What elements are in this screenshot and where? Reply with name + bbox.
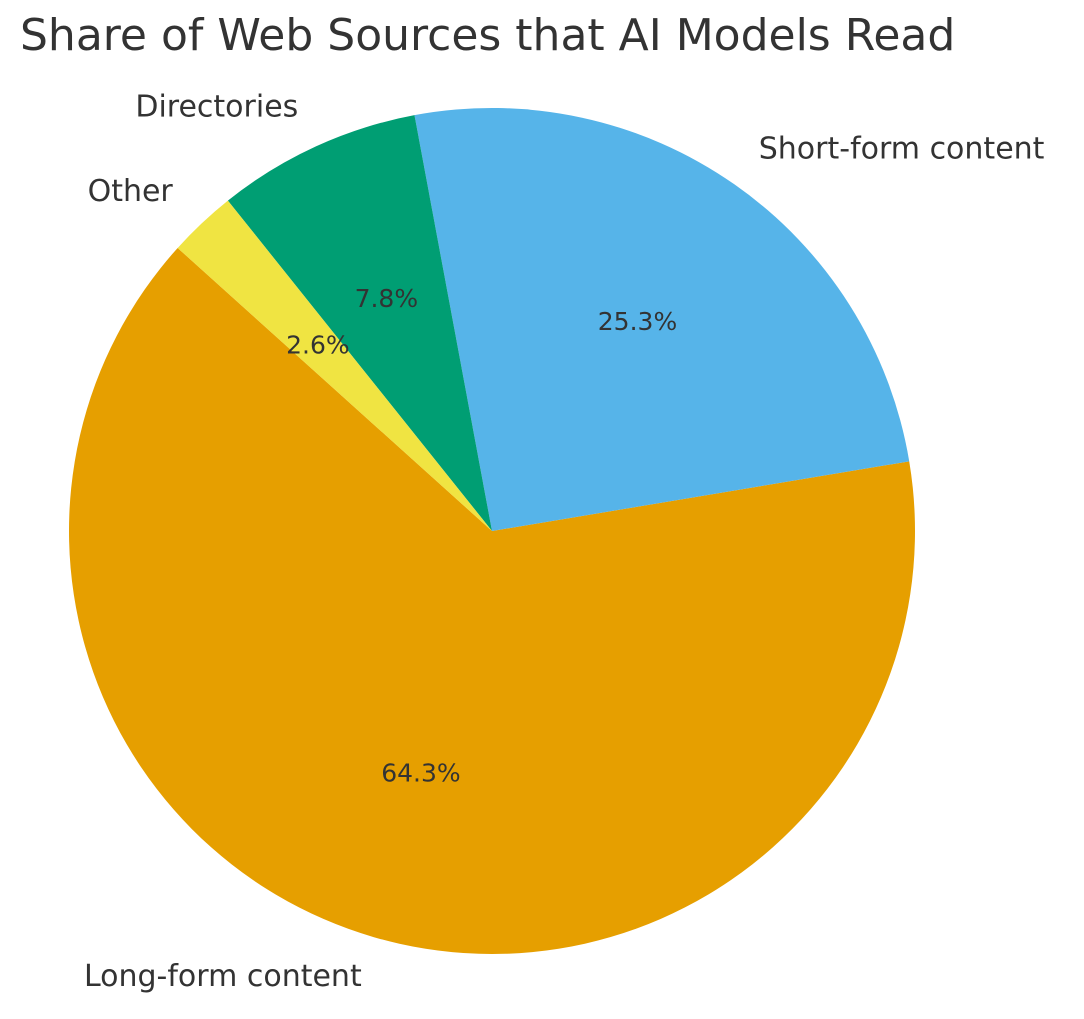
chart-title: Share of Web Sources that AI Models Read: [20, 10, 956, 61]
slice-label-other: Other: [88, 174, 174, 209]
pie-slice-short-form-content: [414, 107, 910, 532]
slice-label-long-form-content: Long-form content: [84, 959, 362, 994]
slice-label-directories: Directories: [135, 89, 298, 124]
slice-label-short-form-content: Short-form content: [759, 131, 1045, 166]
pie-slice-other: [177, 200, 493, 531]
pct-label-long-form-content: 64.3%: [381, 759, 460, 788]
pct-label-other: 2.6%: [286, 330, 350, 359]
pie-slice-long-form-content: [68, 247, 916, 954]
pct-label-directories: 7.8%: [355, 284, 419, 313]
pie-slice-directories: [227, 115, 492, 531]
pct-label-short-form-content: 25.3%: [598, 307, 677, 336]
